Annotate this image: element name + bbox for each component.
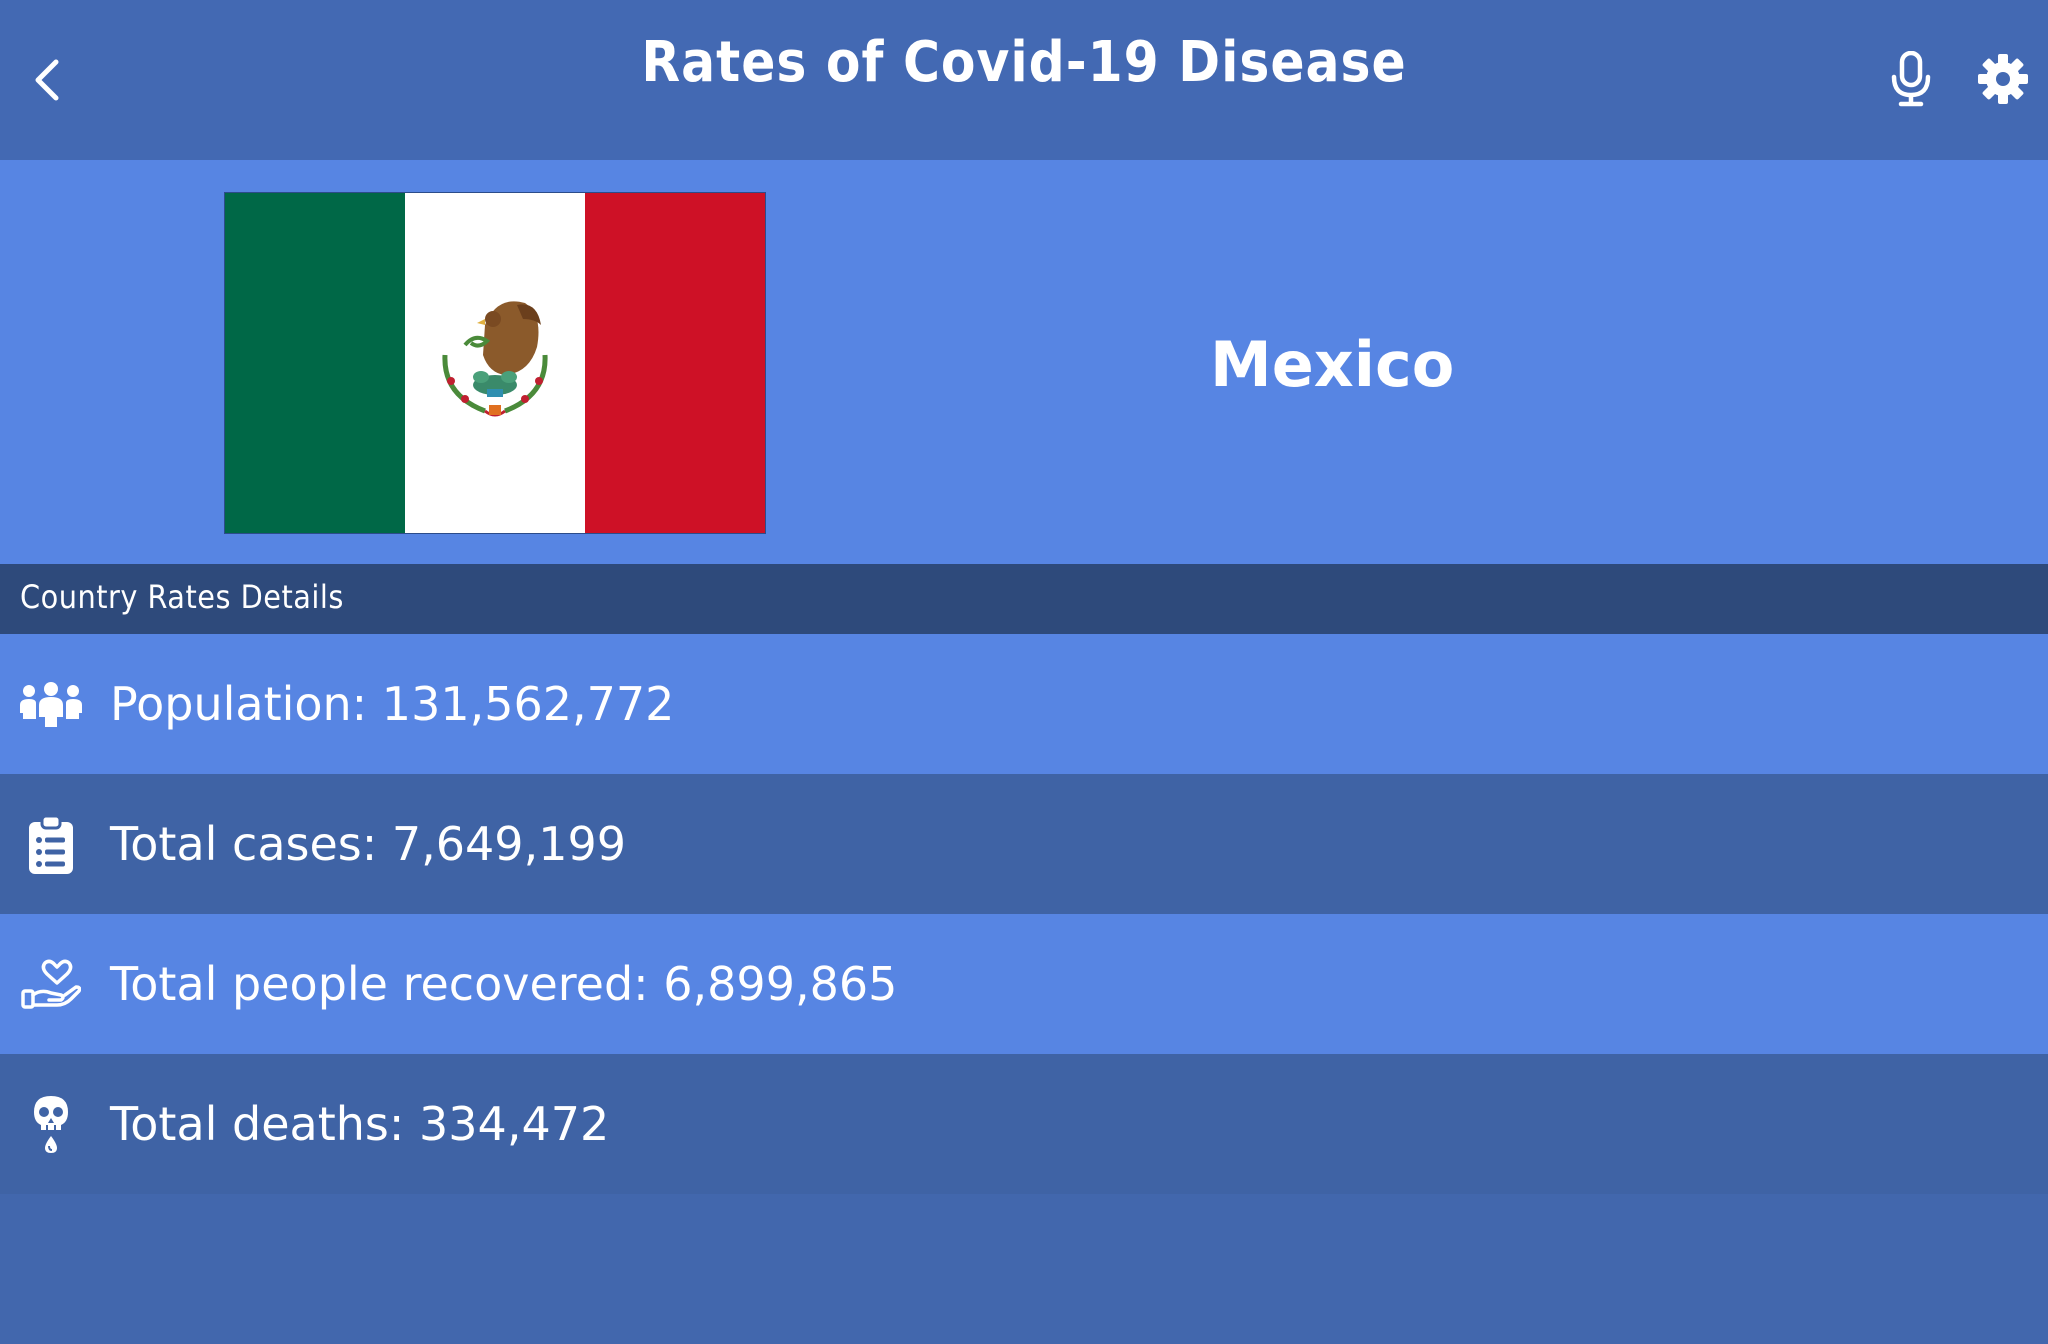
stat-text: Total cases: 7,649,199 — [110, 817, 626, 871]
country-name: Mexico — [1210, 328, 1455, 401]
section-header: Country Rates Details — [0, 564, 2048, 634]
back-button[interactable] — [18, 50, 78, 110]
stat-row-population: Population: 131,562,772 — [0, 634, 2048, 774]
chevron-left-icon — [35, 59, 59, 101]
country-banner: Mexico — [0, 160, 2048, 564]
flag-stripe-red — [585, 193, 765, 533]
people-group-icon — [16, 669, 86, 739]
skull-icon — [16, 1089, 86, 1159]
settings-button[interactable] — [1972, 48, 2034, 110]
hand-holding-heart-icon — [16, 949, 86, 1019]
microphone-icon — [1891, 51, 1931, 107]
stat-row-deaths: Total deaths: 334,472 — [0, 1054, 2048, 1194]
stat-text: Total people recovered: 6,899,865 — [110, 957, 898, 1011]
stat-text: Population: 131,562,772 — [110, 677, 675, 731]
stat-row-recovered: Total people recovered: 6,899,865 — [0, 914, 2048, 1054]
top-bar: Rates of Covid-19 Disease — [0, 0, 2048, 160]
microphone-button[interactable] — [1880, 48, 1942, 110]
page-title: Rates of Covid-19 Disease — [641, 30, 1407, 95]
stat-text: Total deaths: 334,472 — [110, 1097, 610, 1151]
stat-row-total-cases: Total cases: 7,649,199 — [0, 774, 2048, 914]
gear-icon — [1978, 54, 2028, 104]
flag-stripe-white — [405, 193, 585, 533]
section-title: Country Rates Details — [20, 578, 344, 616]
flag-stripe-green — [225, 193, 405, 533]
coat-of-arms-icon — [442, 301, 548, 417]
clipboard-list-icon — [16, 809, 86, 879]
country-flag — [224, 192, 766, 534]
